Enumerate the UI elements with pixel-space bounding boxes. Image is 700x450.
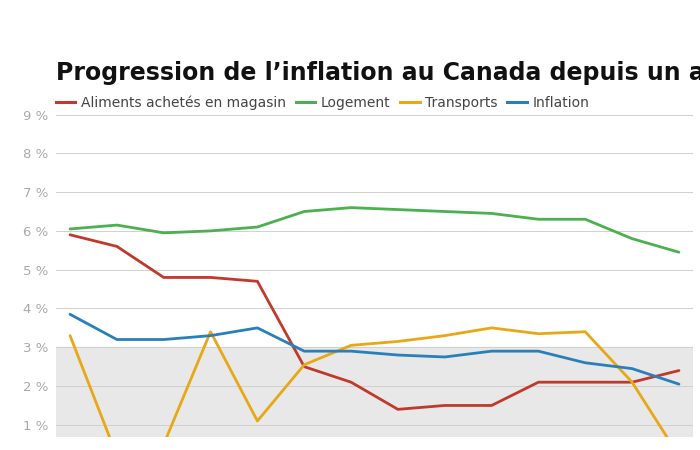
Bar [56, 347, 693, 436]
Text: Progression de l’inflation au Canada depuis un an: Progression de l’inflation au Canada dep… [56, 61, 700, 85]
Legend: Aliments achetés en magasin, Logement, Transports, Inflation: Aliments achetés en magasin, Logement, T… [56, 96, 589, 110]
